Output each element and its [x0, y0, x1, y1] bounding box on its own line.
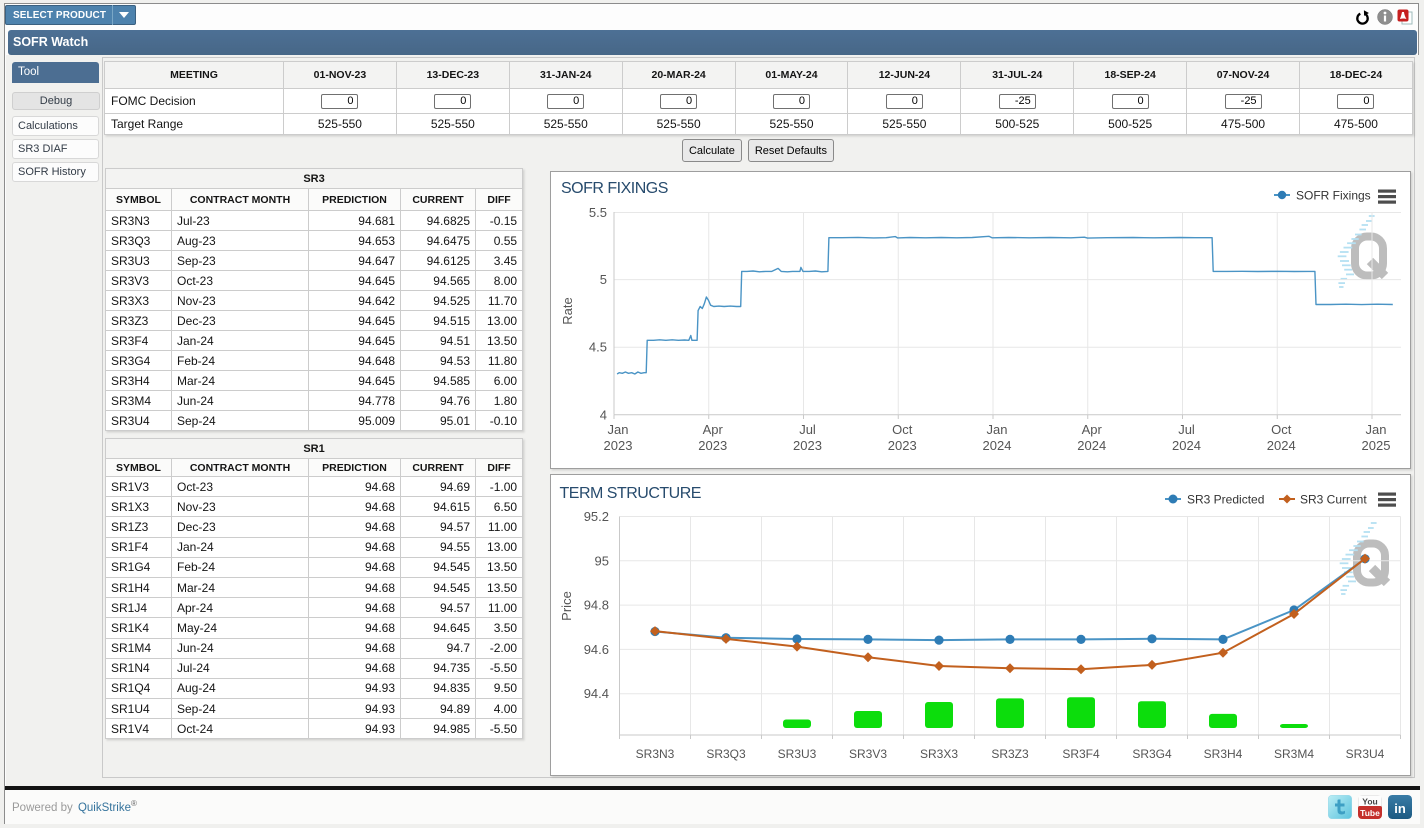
svg-text:SR3N3: SR3N3: [636, 747, 675, 761]
svg-text:Jul: Jul: [799, 422, 816, 437]
svg-text:SR3 Current: SR3 Current: [1300, 493, 1367, 507]
svg-text:2023: 2023: [793, 438, 822, 453]
svg-text:SR3U3: SR3U3: [778, 747, 817, 761]
svg-text:SOFR Fixings: SOFR Fixings: [1296, 189, 1371, 203]
svg-text:SR3X3: SR3X3: [920, 747, 958, 761]
svg-text:94.4: 94.4: [584, 686, 609, 701]
svg-text:SR3U4: SR3U4: [1346, 747, 1385, 761]
svg-text:4: 4: [600, 407, 607, 422]
svg-text:SR3M4: SR3M4: [1274, 747, 1314, 761]
svg-text:SR3H4: SR3H4: [1204, 747, 1243, 761]
svg-text:5: 5: [600, 272, 607, 287]
svg-text:2024: 2024: [1267, 438, 1296, 453]
svg-text:2023: 2023: [698, 438, 727, 453]
svg-text:SR3Q3: SR3Q3: [706, 747, 746, 761]
svg-text:SR3F4: SR3F4: [1062, 747, 1100, 761]
svg-text:2024: 2024: [1172, 438, 1201, 453]
svg-text:Price: Price: [559, 591, 574, 621]
svg-text:SR3V3: SR3V3: [849, 747, 887, 761]
svg-text:95: 95: [595, 553, 609, 568]
svg-text:SR3 Predicted: SR3 Predicted: [1187, 493, 1264, 507]
svg-text:2024: 2024: [983, 438, 1012, 453]
svg-text:SR3Z3: SR3Z3: [991, 747, 1029, 761]
svg-text:5.5: 5.5: [589, 205, 607, 220]
svg-text:2025: 2025: [1362, 438, 1391, 453]
svg-text:TERM STRUCTURE: TERM STRUCTURE: [560, 485, 701, 502]
svg-text:2024: 2024: [1077, 438, 1106, 453]
svg-text:Jan: Jan: [987, 422, 1008, 437]
svg-text:Jan: Jan: [1366, 422, 1387, 437]
svg-text:94.8: 94.8: [584, 598, 609, 613]
svg-text:Jan: Jan: [608, 422, 629, 437]
svg-text:SR3G4: SR3G4: [1132, 747, 1172, 761]
svg-text:You: You: [1362, 797, 1377, 807]
svg-text:Apr: Apr: [1082, 422, 1103, 437]
svg-text:in: in: [1394, 801, 1406, 816]
svg-text:2023: 2023: [888, 438, 917, 453]
svg-text:94.6: 94.6: [584, 642, 609, 657]
svg-text:Oct: Oct: [1271, 422, 1292, 437]
svg-text:Oct: Oct: [892, 422, 913, 437]
svg-text:4.5: 4.5: [589, 340, 607, 355]
svg-text:SOFR FIXINGS: SOFR FIXINGS: [561, 180, 668, 197]
svg-text:Jul: Jul: [1178, 422, 1195, 437]
svg-text:Rate: Rate: [560, 297, 575, 324]
svg-text:2023: 2023: [604, 438, 633, 453]
svg-text:Tube: Tube: [1360, 808, 1380, 818]
svg-text:Apr: Apr: [703, 422, 724, 437]
svg-text:95.2: 95.2: [584, 509, 609, 524]
